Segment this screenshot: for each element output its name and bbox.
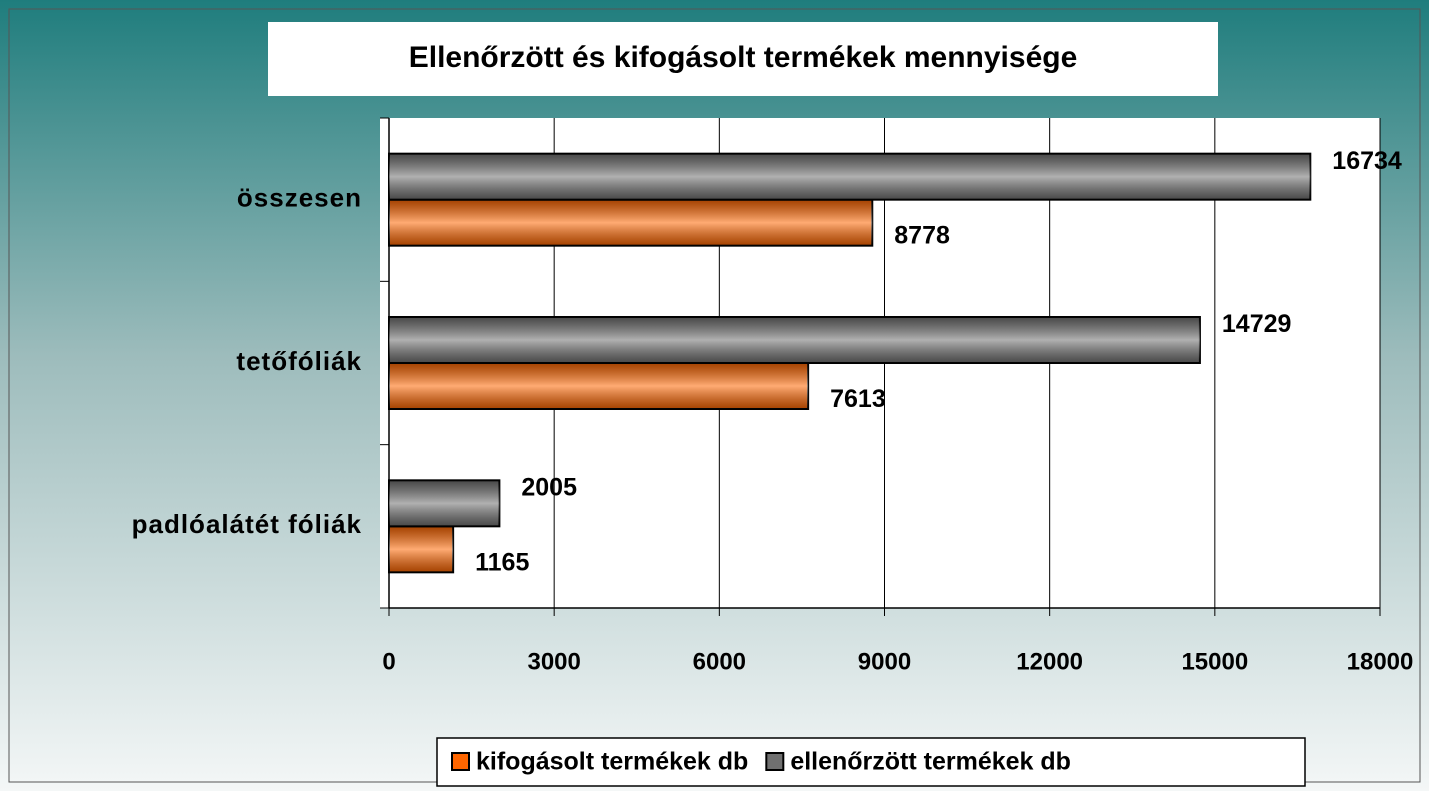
x-tick-label: 15000	[1181, 648, 1248, 675]
x-tick-label: 0	[382, 648, 395, 675]
x-tick-label: 6000	[693, 648, 746, 675]
legend-label: ellenőrzött termékek db	[790, 748, 1071, 776]
x-tick-label: 3000	[527, 648, 580, 675]
bar	[388, 362, 810, 410]
data-label: 2005	[521, 474, 577, 502]
bar	[388, 198, 874, 247]
x-tick-label: 18000	[1347, 648, 1414, 675]
bar	[388, 316, 1201, 364]
x-tick-label: 12000	[1016, 648, 1083, 675]
data-label: 14729	[1222, 310, 1292, 338]
y-tick-label: tetőfóliák	[236, 346, 362, 376]
bar	[388, 479, 501, 528]
data-label: 16734	[1332, 147, 1402, 175]
y-tick-label: összesen	[237, 183, 362, 213]
legend-swatch	[765, 752, 785, 771]
title-box	[268, 22, 1218, 96]
data-label: 8778	[894, 222, 950, 250]
bar	[388, 525, 455, 574]
data-label: 7613	[830, 385, 886, 413]
legend-label: kifogásolt termékek db	[476, 748, 748, 776]
legend-swatch	[451, 752, 470, 771]
y-tick-label: padlóalátét fóliák	[132, 509, 362, 539]
x-tick-label: 9000	[858, 648, 911, 675]
data-label: 1165	[475, 548, 529, 576]
bar	[388, 152, 1312, 201]
legend	[436, 737, 1306, 787]
chart-title: Ellenőrzött és kifogásolt termékek menny…	[409, 41, 1078, 74]
